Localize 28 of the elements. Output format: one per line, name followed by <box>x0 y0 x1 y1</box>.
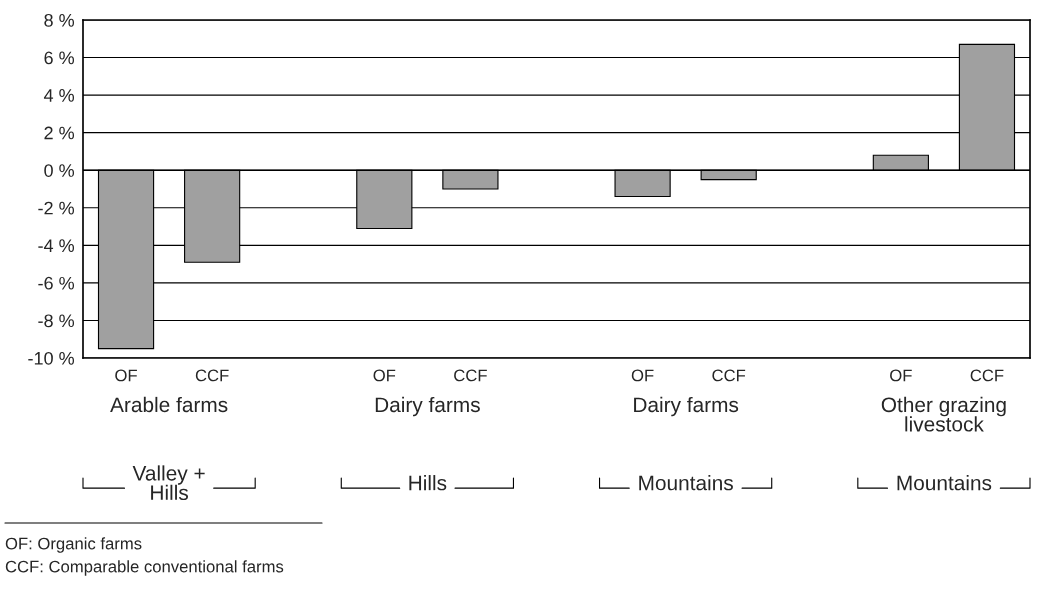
y-tick-label: 8 % <box>44 13 75 27</box>
x-tick-label: OF <box>890 369 912 382</box>
x-tick-label: CCF <box>970 369 1004 382</box>
x-tick-label: CCF <box>195 369 229 382</box>
y-tick-label: -8 % <box>38 314 75 328</box>
x-tick-label: OF <box>373 369 396 382</box>
x-tick-label: OF <box>631 369 654 382</box>
text: Other grazing livestock <box>881 396 1006 432</box>
text: CCF: Comparable conventional farms <box>5 560 284 576</box>
y-tick-label: 2 % <box>44 126 75 140</box>
text: Mountains <box>639 475 733 491</box>
y-tick-label: -2 % <box>38 201 75 215</box>
text: Arable farms <box>110 396 228 413</box>
text: Dairy farms <box>634 396 739 417</box>
text: Hills <box>409 475 447 491</box>
y-tick-label: -6 % <box>38 276 75 290</box>
y-tick-label: 6 % <box>44 51 75 65</box>
text: OF: Organic farms <box>5 537 142 553</box>
text: Mountains <box>897 475 992 491</box>
text: Dairy farms <box>375 396 480 417</box>
x-tick-label: CCF <box>712 369 746 382</box>
y-tick-label: -10 % <box>28 351 75 365</box>
text: Valley + Hills <box>132 465 205 501</box>
y-tick-label: 0 % <box>44 164 75 177</box>
y-tick-label: -4 % <box>38 239 75 252</box>
x-tick-label: CCF <box>454 369 487 382</box>
x-tick-label: OF <box>115 369 137 382</box>
y-tick-label: 4 % <box>43 89 75 102</box>
